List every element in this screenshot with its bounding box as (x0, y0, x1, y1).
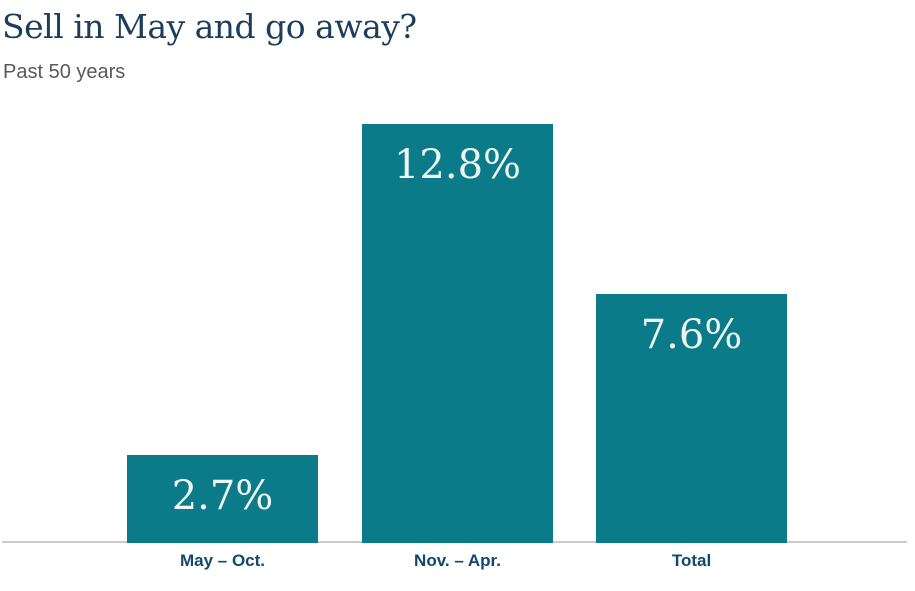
x-axis-label: May – Oct. (179, 551, 266, 570)
x-axis-label: Nov. – Apr. (414, 551, 501, 570)
plot-area: 2.7% 12.8% 7.6% (2, 124, 907, 543)
bar: 7.6% (596, 294, 787, 543)
bar-value-label: 7.6% (640, 312, 743, 358)
bar: 12.8% (362, 124, 553, 543)
chart-subtitle: Past 50 years (3, 61, 126, 83)
bar-value-label: 2.7% (171, 473, 274, 519)
bar-value-label: 12.8% (393, 142, 522, 188)
x-axis-label: Total (671, 551, 712, 570)
bar: 2.7% (127, 455, 318, 543)
x-axis-labels: May – Oct. Nov. – Apr. Total (0, 551, 915, 575)
chart-title: Sell in May and go away? (2, 7, 417, 46)
